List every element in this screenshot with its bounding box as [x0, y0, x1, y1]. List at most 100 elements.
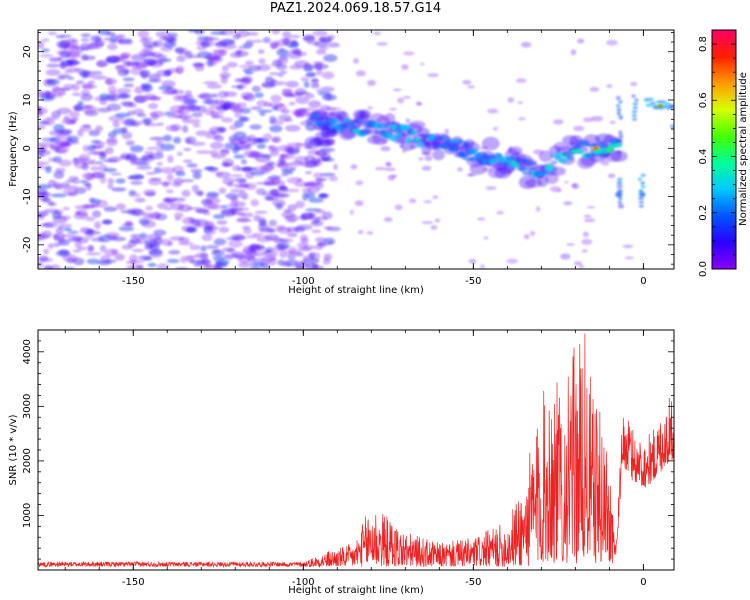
noise-blob [248, 141, 258, 146]
noise-blob [271, 30, 281, 35]
noise-blob [108, 85, 117, 94]
noise-blob [148, 73, 161, 82]
noise-blob [239, 116, 248, 122]
faint-blob [432, 195, 439, 200]
faint-blob [520, 41, 532, 48]
branch-streak [616, 185, 623, 189]
faint-blob [421, 221, 434, 225]
faint-blob [385, 161, 392, 166]
faint-blob [572, 183, 579, 190]
noise-blob [306, 71, 316, 78]
band-core [405, 136, 412, 144]
noise-blob [268, 145, 279, 152]
noise-blob [68, 176, 79, 181]
noise-blob [220, 75, 228, 84]
noise-blob [107, 178, 115, 185]
faint-blob [355, 70, 366, 77]
faint-blob [315, 237, 327, 243]
noise-blob [238, 64, 252, 68]
noise-blob [211, 93, 219, 98]
noise-blob [311, 263, 319, 269]
y-tick-label: 10 [22, 94, 33, 107]
noise-blob [269, 125, 283, 133]
noise-blob [183, 147, 192, 152]
band-core [574, 145, 582, 150]
noise-blob [43, 248, 50, 255]
branch-streak [617, 150, 622, 154]
branch-streak [638, 200, 644, 204]
noise-blob [244, 70, 254, 75]
noise-blob [239, 207, 250, 211]
branch-upper [670, 124, 674, 129]
band-core [576, 148, 584, 154]
faint-blob [507, 97, 515, 103]
noise-blob [257, 49, 265, 54]
noise-blob [107, 156, 122, 163]
band-halo [408, 120, 426, 129]
branch-streak [638, 177, 643, 181]
noise-blob [203, 167, 219, 171]
noise-blob [58, 87, 72, 91]
noise-blob [240, 140, 250, 149]
noise-blob [262, 133, 273, 141]
noise-blob [45, 166, 52, 174]
noise-blob [157, 122, 165, 126]
noise-blob [279, 186, 288, 191]
noise-blob [190, 141, 206, 146]
noise-blob [62, 254, 78, 263]
band-core [584, 152, 596, 159]
noise-blob [302, 192, 309, 201]
noise-blob [57, 92, 67, 96]
faint-blob [609, 120, 616, 124]
faint-blob [367, 106, 373, 110]
faint-blob [333, 163, 338, 170]
noise-blob [254, 210, 268, 214]
noise-blob [222, 177, 235, 186]
noise-blob [116, 35, 123, 44]
band-core [522, 170, 534, 176]
faint-blob [506, 258, 518, 264]
noise-blob [200, 245, 207, 252]
spectrogram-x-axis-label: Height of straight line (km) [288, 285, 424, 296]
branch-streak [631, 94, 636, 98]
noise-blob [71, 83, 80, 92]
noise-blob [121, 126, 128, 133]
faint-blob [389, 107, 397, 111]
faint-blob [326, 138, 336, 145]
noise-blob [107, 43, 118, 51]
noise-blob [192, 123, 201, 128]
noise-blob [123, 68, 130, 74]
noise-blob [120, 101, 134, 106]
faint-blob [350, 164, 358, 170]
noise-blob [182, 217, 195, 225]
branch-streak [638, 196, 644, 201]
noise-blob [38, 148, 46, 154]
noise-blob [107, 184, 114, 189]
noise-blob [288, 42, 299, 48]
noise-blob [225, 237, 241, 241]
noise-blob [79, 226, 90, 232]
noise-blob [63, 227, 72, 232]
faint-blob [582, 231, 589, 237]
faint-blob [332, 107, 342, 110]
noise-blob [95, 125, 104, 132]
noise-blob [203, 81, 219, 85]
noise-blob [68, 230, 79, 234]
noise-blob [111, 187, 127, 192]
noise-blob [271, 136, 282, 143]
noise-blob [187, 118, 201, 124]
noise-blob [315, 68, 323, 76]
noise-blob [267, 228, 277, 234]
faint-blob [430, 225, 438, 230]
noise-blob [112, 120, 120, 128]
noise-blob [311, 79, 319, 86]
noise-blob [148, 249, 163, 258]
noise-blob [171, 89, 185, 95]
x-tick-label: 0 [640, 577, 646, 588]
noise-blob [272, 199, 286, 207]
noise-blob [105, 78, 117, 85]
faint-blob [630, 81, 638, 87]
noise-blob [130, 234, 142, 239]
noise-blob [253, 257, 263, 264]
